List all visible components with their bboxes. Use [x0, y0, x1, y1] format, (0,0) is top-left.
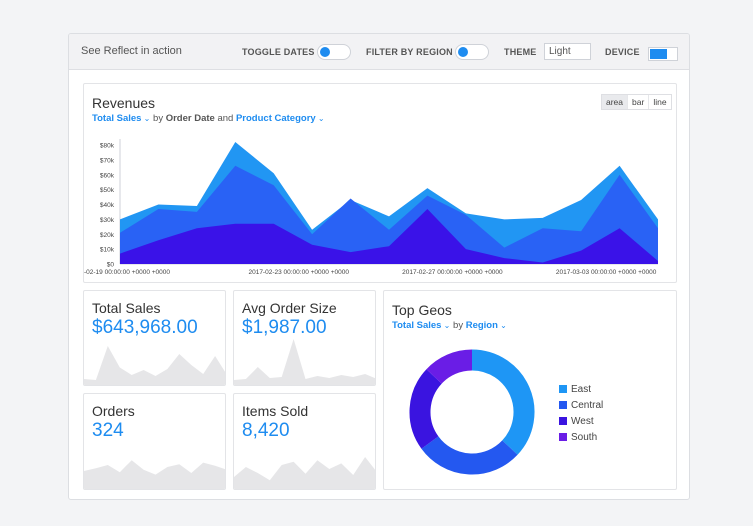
legend-label: West: [571, 415, 594, 427]
dashboard-frame: See Reflect in action TOGGLE DATES FILTE…: [68, 33, 690, 500]
by-text: by: [153, 113, 164, 124]
x-tick-label: 2017-02-23 00:00:00 +0000 +0000: [248, 269, 349, 276]
chart-type-line[interactable]: line: [653, 97, 667, 107]
kpi-value: $1,987.00: [242, 317, 327, 338]
chevron-down-icon: ⌄: [497, 321, 507, 330]
demo-toolbar: See Reflect in action TOGGLE DATES FILTE…: [69, 34, 689, 70]
donut-slice-central: [421, 435, 518, 475]
y-tick-label: $20k: [100, 232, 115, 239]
theme-label: THEME: [504, 47, 537, 57]
kpi-value: 324: [92, 420, 124, 441]
kpi-label: Avg Order Size: [242, 300, 337, 316]
y-tick-label: $0: [107, 262, 115, 269]
revenues-subtitle: Total Sales ⌄ by Order Date and Product …: [92, 113, 325, 124]
top-geos-subtitle: Total Sales ⌄ by Region ⌄: [392, 320, 507, 331]
top-geos-card: Top Geos Total Sales ⌄ by Region ⌄ East C…: [383, 290, 677, 490]
geo-metric-dropdown[interactable]: Total Sales: [392, 320, 442, 331]
revenues-title: Revenues: [92, 95, 156, 111]
geo-donut-chart: [409, 349, 535, 475]
area-series-3: [120, 209, 658, 264]
x-tick-label: -02-19 00:00:00 +0000 +0000: [84, 269, 170, 276]
and-text: and: [217, 113, 234, 124]
legend-label: South: [571, 431, 598, 443]
device-toggle-active: [650, 49, 667, 59]
kpi-value: 8,420: [242, 420, 290, 441]
toggle-knob: [320, 47, 330, 57]
toggle-dates-label: TOGGLE DATES: [242, 47, 315, 57]
top-geos-title: Top Geos: [392, 302, 452, 318]
sparkline: [234, 457, 375, 489]
sparkline-area: [234, 457, 375, 489]
chart-type-switcher: area bar line: [601, 94, 672, 110]
sparkline-area: [84, 460, 225, 489]
kpi-label: Total Sales: [92, 300, 161, 316]
y-tick-label: $80k: [100, 143, 115, 150]
toggle-dates-switch[interactable]: [317, 44, 351, 60]
donut-slice-west: [409, 369, 443, 449]
sparkline-area: [234, 339, 375, 385]
chevron-down-icon: ⌄: [315, 114, 325, 123]
kpi-value: $643,968.00: [92, 317, 198, 338]
chevron-down-icon: ⌄: [441, 321, 451, 330]
x-tick-label: 2017-03-03 00:00:00 +0000 +0000: [556, 269, 657, 276]
kpi-label: Items Sold: [242, 403, 309, 419]
device-toggle[interactable]: [648, 47, 678, 61]
demo-title: See Reflect in action: [81, 45, 182, 57]
chevron-down-icon: ⌄: [141, 114, 151, 123]
legend-item-south[interactable]: South: [559, 429, 603, 445]
geo-legend: East Central West South: [559, 381, 603, 445]
dimension-order-date: Order Date: [165, 113, 215, 124]
chart-type-area[interactable]: area: [602, 95, 629, 109]
region-dropdown[interactable]: Region: [465, 320, 498, 331]
revenues-card: Revenues Total Sales ⌄ by Order Date and…: [83, 83, 677, 283]
legend-item-central[interactable]: Central: [559, 397, 603, 413]
kpi-avg-order-size[interactable]: Avg Order Size $1,987.00: [233, 290, 376, 386]
y-tick-label: $50k: [100, 187, 115, 194]
sparkline: [84, 460, 225, 489]
sparkline: [84, 346, 225, 385]
legend-item-east[interactable]: East: [559, 381, 603, 397]
legend-swatch: [559, 417, 567, 425]
kpi-orders[interactable]: Orders 324: [83, 393, 226, 490]
legend-label: East: [571, 383, 592, 395]
y-tick-label: $10k: [100, 247, 115, 254]
kpi-label: Orders: [92, 403, 135, 419]
donut-slice-south: [426, 349, 473, 384]
sparkline-area: [84, 346, 225, 385]
donut-slice-east: [471, 349, 535, 455]
y-tick-label: $30k: [100, 217, 115, 224]
revenues-area-chart: $0 $10k $20k $30k $40k $50k $60k $70k $80k -02-19…: [84, 139, 658, 276]
by-text: by: [453, 320, 464, 331]
legend-label: Central: [571, 399, 604, 411]
legend-swatch: [559, 385, 567, 393]
sparkline: [234, 339, 375, 385]
product-category-dropdown[interactable]: Product Category: [235, 113, 316, 124]
y-tick-label: $40k: [100, 202, 115, 209]
y-tick-label: $70k: [100, 157, 115, 164]
x-tick-label: 2017-02-27 00:00:00 +0000 +0000: [402, 269, 503, 276]
kpi-items-sold[interactable]: Items Sold 8,420: [233, 393, 376, 490]
theme-select[interactable]: Light: [544, 43, 591, 60]
device-label: DEVICE: [605, 47, 640, 57]
filter-region-label: FILTER BY REGION: [366, 47, 453, 57]
toggle-knob: [458, 47, 468, 57]
legend-item-west[interactable]: West: [559, 413, 603, 429]
legend-swatch: [559, 401, 567, 409]
filter-region-switch[interactable]: [455, 44, 489, 60]
kpi-total-sales[interactable]: Total Sales $643,968.00: [83, 290, 226, 386]
legend-swatch: [559, 433, 567, 441]
chart-type-bar[interactable]: bar: [628, 95, 650, 109]
y-tick-label: $60k: [100, 172, 115, 179]
metric-dropdown[interactable]: Total Sales: [92, 113, 142, 124]
